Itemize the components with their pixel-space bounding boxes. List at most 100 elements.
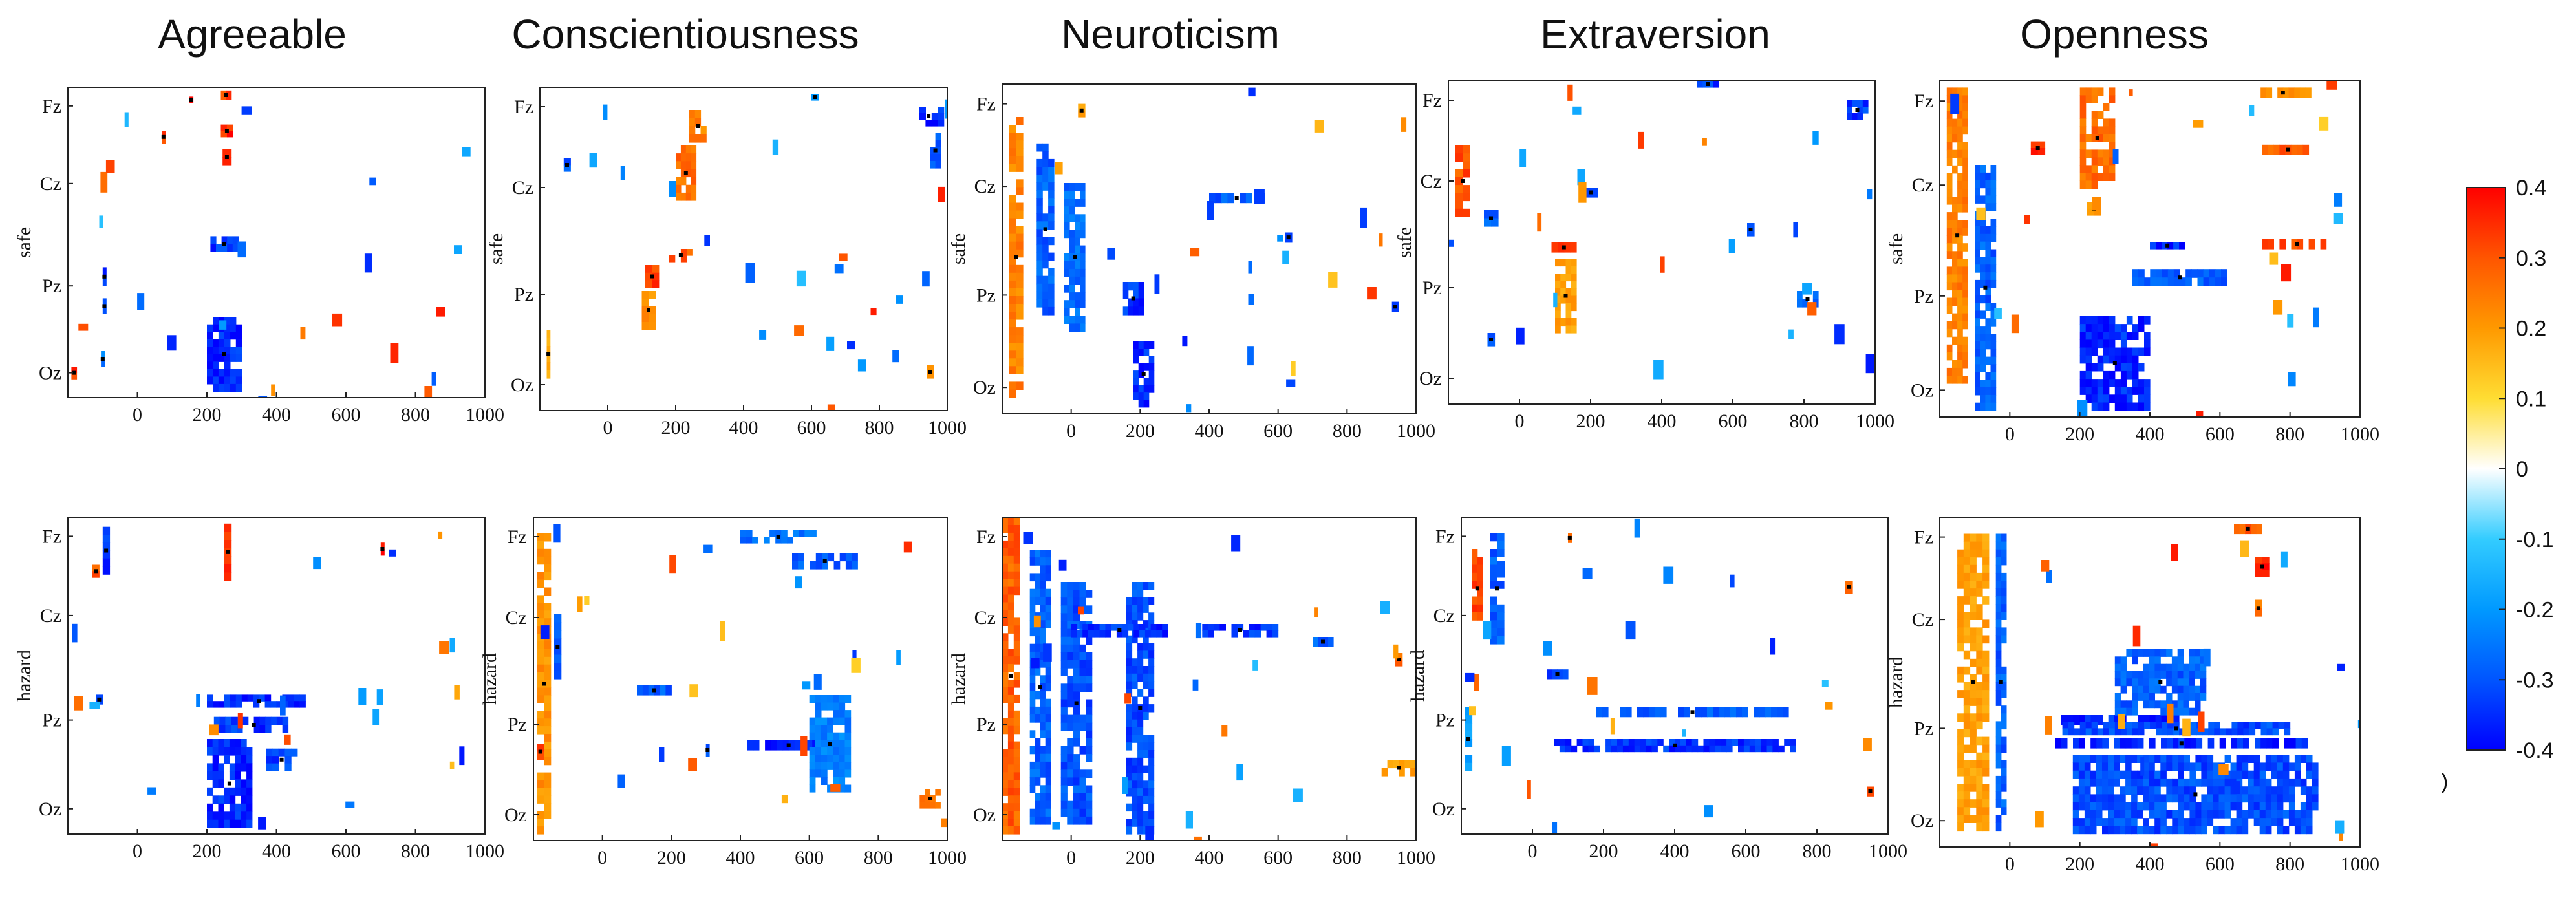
heat-cell bbox=[1721, 745, 1727, 753]
heat-cell bbox=[1957, 157, 1963, 166]
peak-marker bbox=[100, 357, 105, 361]
heat-cell bbox=[1007, 594, 1014, 603]
heat-cell bbox=[1985, 241, 1991, 250]
heat-cell bbox=[1137, 711, 1144, 720]
heat-cell bbox=[2084, 770, 2091, 779]
heat-cell bbox=[1073, 660, 1080, 669]
heat-cell bbox=[1957, 736, 1964, 746]
heat-cell bbox=[1148, 612, 1155, 621]
heat-cell bbox=[1975, 241, 1980, 250]
heat-cells bbox=[537, 524, 947, 835]
heat-cell bbox=[648, 685, 655, 696]
heat-cell bbox=[237, 713, 243, 729]
heat-cell bbox=[931, 120, 938, 127]
heat-cell bbox=[1009, 202, 1016, 211]
heat-cell bbox=[1957, 729, 1964, 738]
heat-cell bbox=[1029, 550, 1036, 558]
heat-cell bbox=[2132, 625, 2141, 647]
heat-cell bbox=[1952, 220, 1958, 228]
heat-cell bbox=[2200, 671, 2207, 679]
heat-cell bbox=[1002, 540, 1009, 549]
heat-cell bbox=[1995, 557, 2002, 566]
heat-cell bbox=[2160, 770, 2167, 779]
heat-cell bbox=[226, 124, 233, 131]
channel-label-oz: Oz bbox=[1911, 380, 1933, 401]
heat-cell bbox=[1254, 624, 1261, 631]
heat-cell bbox=[266, 756, 273, 764]
heat-cell bbox=[2061, 715, 2068, 725]
heat-cell bbox=[1009, 319, 1016, 328]
heat-cell bbox=[2114, 656, 2121, 665]
heat-cell bbox=[2109, 370, 2116, 380]
heat-cell bbox=[2189, 671, 2195, 679]
heat-cell bbox=[1148, 673, 1155, 682]
heat-cell bbox=[218, 383, 225, 392]
x-tick-label: 600 bbox=[2206, 854, 2235, 875]
heat-cell bbox=[224, 523, 232, 532]
heat-cell bbox=[2112, 149, 2119, 164]
heat-cell bbox=[652, 265, 660, 274]
heat-cell bbox=[2253, 818, 2260, 826]
heat-cell bbox=[2109, 157, 2116, 166]
heat-cell bbox=[212, 763, 219, 772]
heat-cell bbox=[2120, 379, 2127, 387]
heat-cell bbox=[2306, 762, 2313, 771]
heat-cell bbox=[2091, 126, 2098, 134]
heat-cell bbox=[1484, 218, 1492, 227]
heat-cell bbox=[1067, 613, 1074, 622]
heat-cell bbox=[1962, 165, 1968, 174]
heat-cell bbox=[2035, 811, 2044, 828]
heat-cell bbox=[2200, 656, 2207, 665]
heat-cell bbox=[1137, 735, 1144, 743]
heat-cell bbox=[2160, 794, 2167, 803]
heat-cell bbox=[1980, 349, 1986, 358]
heat-cell bbox=[1982, 682, 1990, 691]
heat-cell bbox=[1079, 676, 1086, 684]
heat-cell bbox=[740, 537, 747, 544]
heat-cell bbox=[102, 550, 111, 559]
heat-cell bbox=[224, 540, 232, 549]
heat-cell bbox=[1491, 218, 1499, 227]
heat-cell bbox=[1957, 799, 1964, 808]
heat-cell bbox=[844, 710, 852, 718]
heat-cell bbox=[235, 347, 242, 355]
heat-cell bbox=[1128, 282, 1134, 291]
heat-cell bbox=[2207, 810, 2214, 819]
x-tick-label: 800 bbox=[1803, 841, 1832, 862]
heat-cell bbox=[1980, 195, 1986, 204]
heat-cell bbox=[2172, 762, 2178, 771]
heat-cell bbox=[2120, 339, 2127, 349]
heat-cell bbox=[1970, 588, 1977, 597]
heat-cell bbox=[919, 107, 926, 114]
heat-cell bbox=[1048, 283, 1055, 292]
heat-cell bbox=[802, 681, 811, 690]
heat-cell bbox=[2144, 347, 2151, 356]
heat-cell bbox=[1721, 739, 1727, 746]
heat-cell bbox=[102, 535, 111, 543]
heat-cell bbox=[2260, 87, 2267, 98]
heat-cell bbox=[2185, 277, 2192, 286]
heat-cell bbox=[1009, 296, 1016, 305]
heat-cell bbox=[1143, 711, 1149, 720]
heat-cell bbox=[2259, 762, 2266, 771]
heat-cell bbox=[1132, 612, 1138, 621]
heat-cell bbox=[1086, 660, 1093, 669]
heat-cell bbox=[2291, 239, 2298, 250]
heat-cell bbox=[1565, 325, 1572, 334]
heat-cell bbox=[1565, 739, 1572, 746]
heat-cell bbox=[2236, 794, 2243, 803]
heat-cell bbox=[294, 701, 300, 708]
heat-cell bbox=[1035, 557, 1041, 566]
heat-cell bbox=[2102, 778, 2109, 787]
heat-cell bbox=[2091, 363, 2098, 372]
heat-cell bbox=[1952, 212, 1958, 220]
heat-cell bbox=[2140, 757, 2145, 776]
heat-cell bbox=[927, 372, 934, 379]
heat-cell bbox=[694, 134, 702, 143]
heat-cell bbox=[2108, 715, 2115, 725]
heat-cell bbox=[1976, 612, 1983, 620]
heat-cell bbox=[1946, 103, 1953, 112]
heat-cell bbox=[1990, 272, 1997, 281]
heat-cell bbox=[2271, 770, 2278, 779]
heat-cell bbox=[1313, 637, 1318, 647]
